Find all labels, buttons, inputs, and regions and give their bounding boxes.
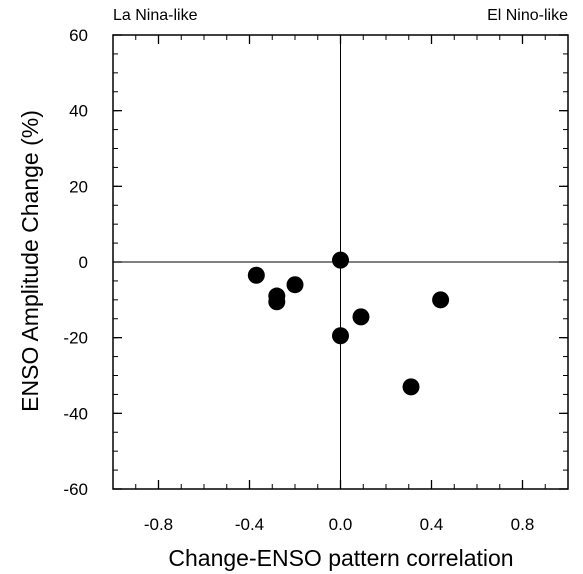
plot-frame <box>112 34 569 490</box>
y-tick-label: 60 <box>69 26 88 45</box>
x-tick-label: 0.8 <box>511 515 535 534</box>
data-point <box>402 378 420 396</box>
y-tick-label: 40 <box>69 102 88 121</box>
y-tick-label: -60 <box>63 480 88 499</box>
x-tick-label: 0.4 <box>420 515 444 534</box>
data-point <box>247 266 265 284</box>
data-point <box>332 327 349 345</box>
data-point <box>432 291 450 309</box>
x-tick-label: 0.0 <box>329 515 353 534</box>
y-tick-label: 0 <box>79 253 88 272</box>
y-axis-label: ENSO Amplitude Change (%) <box>17 110 43 412</box>
y-tick-label: 20 <box>69 177 88 196</box>
y-tick-label: -20 <box>63 329 88 348</box>
x-tick-label: -0.4 <box>235 515 264 534</box>
data-point <box>286 276 304 294</box>
x-tick-labels: -0.8 -0.4 0.0 0.4 0.8 <box>144 515 534 534</box>
data-point <box>268 293 286 311</box>
data-point <box>332 251 349 269</box>
data-points <box>247 251 450 396</box>
annotation-la-nina: La Nina-like <box>113 7 198 24</box>
y-tick-label: -40 <box>63 404 88 423</box>
annotation-el-nino: El Nino-like <box>487 7 568 24</box>
x-tick-label: -0.8 <box>144 515 173 534</box>
x-axis-label: Change-ENSO pattern correlation <box>168 545 513 571</box>
data-point <box>352 308 370 326</box>
y-tick-labels: -60 -40 -20 0 20 40 60 <box>63 26 88 499</box>
